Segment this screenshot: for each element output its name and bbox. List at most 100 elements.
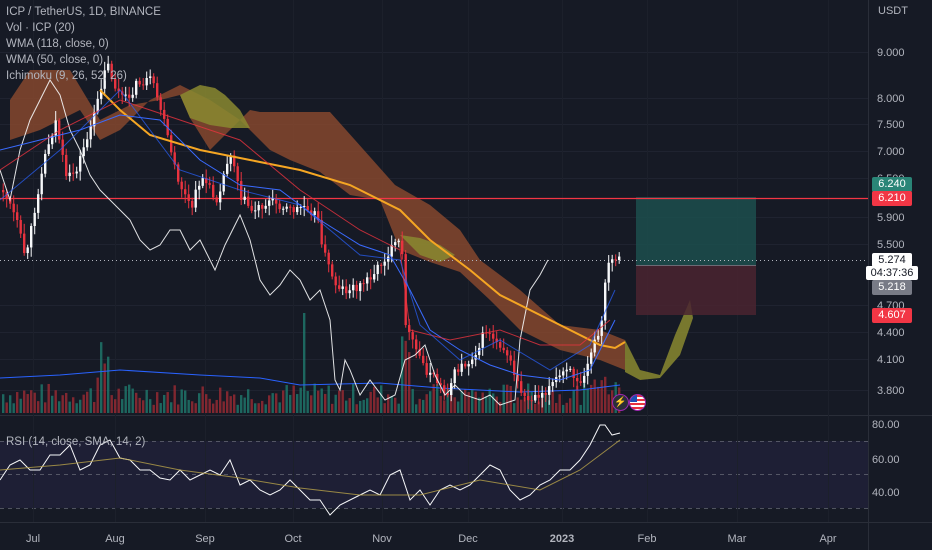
legend-rsi[interactable]: RSI (14, close, SMA, 14, 2) — [6, 436, 146, 448]
volume-bar — [40, 384, 43, 413]
volume-bar — [327, 385, 330, 413]
candle-body — [387, 256, 390, 262]
volume-bar — [478, 397, 481, 413]
volume-bar — [117, 388, 120, 413]
candle-body — [618, 256, 621, 261]
candle-body — [285, 206, 288, 209]
price-tick-label: 4.100 — [877, 354, 905, 366]
volume-bar — [23, 390, 26, 413]
candle-body — [89, 126, 92, 140]
volume-bar — [219, 387, 222, 413]
candle-body — [401, 240, 404, 255]
time-tick-label: Sep — [195, 533, 215, 545]
time-tick-label: 2023 — [550, 533, 574, 545]
candle-body — [243, 196, 246, 200]
candle-body — [271, 198, 274, 201]
candle-body — [117, 88, 120, 92]
volume-bar — [373, 386, 376, 413]
volume-bar — [152, 404, 155, 413]
volume-bar — [600, 380, 603, 413]
volume-bar — [341, 390, 344, 413]
volume-bar — [166, 392, 169, 413]
candle-body — [439, 383, 442, 386]
volume-bar — [474, 391, 477, 413]
volume-bar — [467, 392, 470, 413]
volume-bar — [604, 376, 607, 413]
candle-body — [19, 220, 22, 234]
volume-bar — [268, 395, 271, 413]
volume-bar — [362, 399, 365, 413]
candle-body — [481, 332, 484, 348]
candle-body — [233, 155, 236, 167]
lightning-icon[interactable]: ⚡ — [612, 394, 629, 411]
legend-wma-50[interactable]: WMA (50, close, 0) — [6, 54, 104, 66]
volume-bar — [54, 390, 57, 413]
volume-bar — [324, 393, 327, 413]
volume-bar — [121, 399, 124, 413]
candle-body — [499, 341, 502, 348]
candle-body — [145, 77, 148, 86]
volume-bar — [247, 389, 250, 413]
candle-body — [257, 204, 260, 211]
candle-body — [562, 371, 565, 376]
time-tick-label: Dec — [458, 533, 478, 545]
volume-bar — [471, 389, 474, 413]
volume-bar — [278, 402, 281, 413]
candle-body — [275, 198, 278, 204]
volume-bar — [401, 336, 404, 413]
volume-bar — [303, 313, 306, 413]
currency-label: USDT — [878, 5, 908, 17]
volume-bar — [180, 389, 183, 413]
volume-bar — [212, 403, 215, 413]
candle-body — [313, 211, 316, 215]
candle-body — [432, 372, 435, 374]
volume-bar — [453, 397, 456, 413]
candle-body — [359, 283, 362, 292]
candle-body — [425, 363, 428, 375]
volume-bar — [394, 397, 397, 413]
ichimoku-lagging-span — [0, 79, 549, 406]
legend-symbol[interactable]: ICP / TetherUS, 1D, BINANCE — [6, 6, 161, 18]
candle-body — [86, 139, 89, 148]
candle-body — [341, 286, 344, 289]
candle-body — [376, 264, 379, 275]
volume-bar — [285, 385, 288, 413]
volume-bar — [306, 391, 309, 413]
candle-body — [159, 97, 162, 110]
volume-bar — [68, 401, 71, 413]
candle-body — [152, 76, 155, 84]
volume-bar — [597, 386, 600, 413]
position-target-zone — [636, 197, 756, 265]
volume-bar — [502, 384, 505, 413]
time-tick-label: Oct — [284, 533, 301, 545]
candle-body — [215, 197, 218, 203]
price-tick-label: 7.500 — [877, 119, 905, 131]
candle-body — [443, 385, 446, 394]
legend-ichimoku[interactable]: Ichimoku (9, 26, 52, 26) — [6, 70, 127, 82]
rsi-legend[interactable]: RSI (14, close, SMA, 14, 2) — [6, 434, 145, 450]
legend-volume[interactable]: Vol · ICP (20) — [6, 22, 75, 34]
candle-body — [597, 335, 600, 340]
candle-body — [135, 80, 138, 95]
volume-bar — [432, 384, 435, 413]
legend-wma-118[interactable]: WMA (118, close, 0) — [6, 38, 109, 50]
price-tick-label: 9.000 — [877, 47, 905, 59]
candle-body — [47, 144, 50, 154]
candle-body — [408, 325, 411, 333]
candle-body — [26, 247, 29, 254]
us-flag-icon[interactable] — [629, 394, 646, 411]
candle-body — [506, 350, 509, 356]
wma-118-line — [99, 89, 626, 350]
volume-bar — [348, 398, 351, 413]
candle-body — [418, 349, 421, 356]
volume-bar — [506, 384, 509, 413]
candle-body — [128, 94, 131, 98]
candle-body — [527, 396, 530, 401]
volume-bar — [404, 340, 407, 413]
volume-bar — [114, 399, 117, 413]
volume-bar — [124, 386, 127, 413]
time-tick-label: Apr — [819, 533, 836, 545]
volume-bar — [572, 390, 575, 413]
ichimoku-price-tag: 5.218 — [872, 280, 912, 295]
